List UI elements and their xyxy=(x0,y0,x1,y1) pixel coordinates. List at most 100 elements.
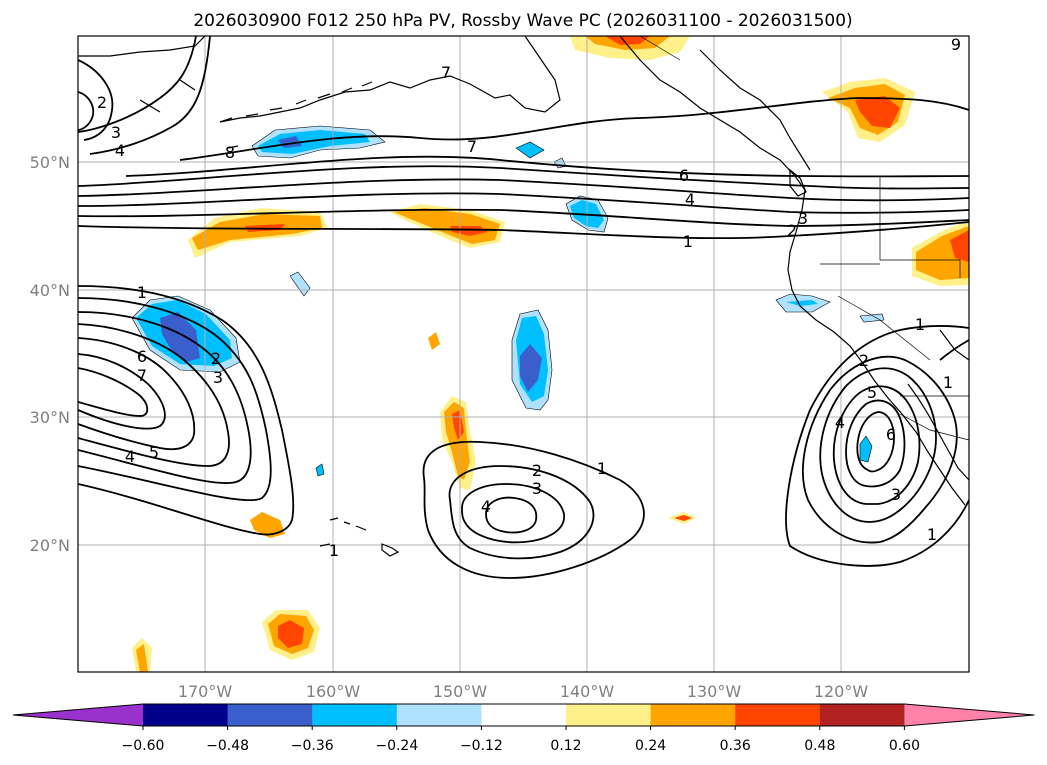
contour-label: 3 xyxy=(213,368,223,387)
colorbar-tick-label: −0.48 xyxy=(206,738,249,754)
contour-band-1 xyxy=(125,155,969,178)
contour-label: 5 xyxy=(867,383,877,402)
colorbar-swatch xyxy=(735,704,821,726)
contour-band-3 xyxy=(78,178,969,202)
anomaly-small-4-core xyxy=(136,644,148,672)
colorbar-swatch xyxy=(396,704,482,726)
colorbar-extend-max xyxy=(904,704,1035,726)
mexico-coast xyxy=(939,329,969,361)
colorbar-tick-label: 0.12 xyxy=(550,738,581,754)
rossby-contours xyxy=(78,36,969,579)
contour-label: 1 xyxy=(943,373,953,392)
contour-west-5 xyxy=(78,337,196,451)
contour-west-1 xyxy=(78,285,295,536)
contour-label: 3 xyxy=(111,123,121,142)
map-frame xyxy=(77,35,970,673)
contour-west-7 xyxy=(78,367,149,417)
negative-anomalies xyxy=(131,125,885,477)
contour-east-1 xyxy=(785,325,969,567)
contour-label: 1 xyxy=(137,283,147,302)
anomaly-neg-center-peak xyxy=(520,344,542,392)
anomaly-neg-east-3 xyxy=(859,313,885,323)
anomaly-small-1 xyxy=(428,332,440,350)
contour-label: 1 xyxy=(927,525,937,544)
colorbar-tick-label: −0.24 xyxy=(375,738,418,754)
contour-band-4 xyxy=(78,192,969,214)
contour-label: 4 xyxy=(115,141,125,160)
anomaly-subtrop-core xyxy=(444,402,470,480)
us-west-coast xyxy=(787,189,966,506)
contour-label: 2 xyxy=(787,221,797,240)
alaska-coast xyxy=(219,36,561,123)
colorbar-swatch xyxy=(650,704,736,726)
colorbar-tick-label: −0.12 xyxy=(460,738,503,754)
contour-west-2 xyxy=(78,297,272,502)
contour-west-3 xyxy=(78,311,252,484)
alaska-canada-border xyxy=(639,36,681,61)
contour-label: 3 xyxy=(798,209,808,228)
map-area: 2 3 4 8 7 7 6 4 3 2 1 9 1 6 7 2 3 4 5 1 … xyxy=(78,36,969,672)
colorbar-tick-label: 0.60 xyxy=(889,738,920,754)
coastlines xyxy=(78,36,969,557)
contour-label: 2 xyxy=(97,93,107,112)
anomaly-small-2 xyxy=(250,512,285,538)
lat-label-40: 40°N xyxy=(30,281,70,300)
colorbar-tick-label: 0.36 xyxy=(720,738,751,754)
contour-label: 4 xyxy=(125,447,135,466)
contour-label: 3 xyxy=(891,485,901,504)
colorbar-swatches xyxy=(12,703,1035,727)
positive-anomalies xyxy=(132,36,969,672)
contour-labels: 2 3 4 8 7 7 6 4 3 2 1 9 1 6 7 2 3 4 5 1 … xyxy=(97,36,961,560)
contour-north-7 xyxy=(179,97,969,161)
colorbar-tick-label: −0.36 xyxy=(291,738,334,754)
contour-east-2 xyxy=(802,355,958,544)
anomaly-neg-north-core xyxy=(258,130,370,154)
hawaii xyxy=(319,517,400,557)
contour-label: 7 xyxy=(137,366,147,385)
contour-nw-3 xyxy=(78,36,197,133)
colorbar-swatch xyxy=(312,704,398,726)
contour-label: 1 xyxy=(915,315,925,334)
colorbar-swatch xyxy=(227,704,313,726)
anomaly-west-central-core xyxy=(192,214,322,250)
contour-center-1 xyxy=(422,440,645,579)
colorbar-ticks: −0.60 −0.48 −0.36 −0.24 −0.12 0.12 0.24 0.36 0.4… xyxy=(122,726,920,754)
contour-west-4 xyxy=(78,323,230,467)
lon-label-120w: 120°W xyxy=(814,682,869,701)
contour-east-5 xyxy=(845,399,906,488)
lon-label-160w: 160°W xyxy=(306,682,361,701)
anomaly-neg-east-2-core xyxy=(786,300,818,306)
contour-label: 2 xyxy=(211,349,221,368)
contour-label: 4 xyxy=(685,190,695,209)
aleutians xyxy=(219,81,373,149)
contour-east-3 xyxy=(819,367,937,523)
colorbar-tick-label: 0.48 xyxy=(804,738,835,754)
anomaly-neg-west-peak xyxy=(160,312,200,362)
colorbar-swatch xyxy=(566,704,652,726)
colorbar-tick-label: −0.60 xyxy=(122,738,165,754)
anomaly-bc-peak xyxy=(855,96,900,128)
contour-label: 4 xyxy=(481,497,491,516)
anomaly-neg-small-1 xyxy=(515,141,545,159)
colorbar-swatch xyxy=(143,704,229,726)
lon-label-150w: 150°W xyxy=(433,682,488,701)
contour-label: 7 xyxy=(467,137,477,156)
latitude-axis: 50°N 40°N 30°N 20°N xyxy=(30,153,70,555)
colorbar-tick-label: 0.24 xyxy=(635,738,666,754)
contour-center-3 xyxy=(461,483,565,544)
anomaly-neg-small-4 xyxy=(859,435,873,463)
state-borders xyxy=(820,176,969,397)
contour-label: 7 xyxy=(441,63,451,82)
contour-west-6 xyxy=(78,353,166,430)
map-title: 2026030900 F012 250 hPa PV, Rossby Wave … xyxy=(193,11,852,31)
anomaly-neg-small-3 xyxy=(289,271,311,297)
contour-label: 6 xyxy=(679,166,689,185)
contour-label: 4 xyxy=(835,413,845,432)
lon-label-170w: 170°W xyxy=(178,682,233,701)
lon-label-130w: 130°W xyxy=(687,682,742,701)
contour-east-6 xyxy=(856,411,895,473)
colorbar-extend-min xyxy=(13,704,143,726)
contour-band-5 xyxy=(78,208,969,227)
russia-coast xyxy=(78,36,206,113)
